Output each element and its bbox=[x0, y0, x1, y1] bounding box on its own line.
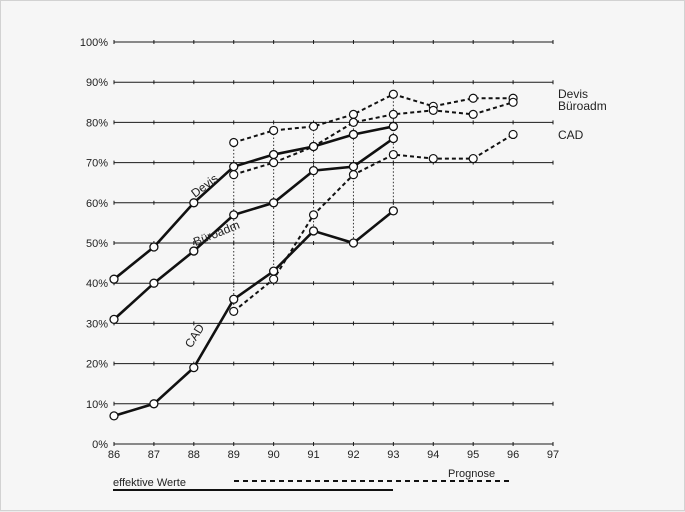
series-b-roadm-forecast-point bbox=[468, 109, 478, 119]
x-tick-label: 90 bbox=[268, 449, 280, 461]
series-devis-effective-point bbox=[149, 242, 159, 252]
y-tick-label: 20% bbox=[86, 359, 108, 371]
series-devis-forecast-point bbox=[388, 89, 398, 99]
series-b-roadm-forecast-point bbox=[508, 97, 518, 107]
series-b-roadm-effective-point bbox=[388, 133, 399, 144]
y-tick-label: 80% bbox=[86, 117, 108, 129]
series-cad-forecast-point bbox=[428, 153, 438, 164]
series-cad-effective-line bbox=[113, 209, 395, 418]
y-axis-ticks: 0% 10% 20% 30% 40% 50% 60% 70% 80% 90% 100% bbox=[80, 37, 108, 451]
series-devis-forecast-point bbox=[308, 121, 319, 132]
series-cad-forecast-point bbox=[348, 170, 359, 180]
series-b-roadm-effective-point bbox=[109, 314, 119, 325]
series-b-roadm-effective-point bbox=[308, 165, 319, 176]
series-b-roadm-effective-line bbox=[113, 137, 395, 321]
y-tick-label: 60% bbox=[86, 198, 108, 210]
series-cad-forecast-line bbox=[233, 133, 514, 313]
series-b-roadm-forecast-point bbox=[348, 117, 359, 128]
y-tick-label: 50% bbox=[86, 238, 108, 250]
y-tick-label: 100% bbox=[80, 37, 108, 49]
grid bbox=[113, 40, 554, 446]
series-devis-effective-line bbox=[113, 125, 394, 281]
series-devis-inline-label: Devis bbox=[188, 171, 220, 200]
series-devis-effective-point bbox=[109, 274, 119, 284]
series bbox=[109, 89, 518, 421]
legend-effective-label: effektive Werte bbox=[113, 477, 186, 489]
series-b-roadm-forecast-point bbox=[388, 109, 398, 119]
y-tick-label: 90% bbox=[86, 77, 108, 89]
legend: effektive Werte Prognose bbox=[113, 468, 513, 491]
series-devis-effective-point bbox=[388, 121, 399, 132]
series-cad-effective-point bbox=[189, 362, 199, 373]
series-b-roadm-forecast-point bbox=[308, 141, 319, 152]
x-tick-label: 92 bbox=[347, 449, 359, 461]
series-devis-forecast-point bbox=[468, 93, 478, 103]
series-b-roadm-forecast-line bbox=[233, 101, 514, 176]
y-tick-label: 10% bbox=[86, 399, 108, 411]
series-devis-effective-point bbox=[189, 198, 199, 208]
series-devis-forecast-point bbox=[348, 109, 359, 119]
y-tick-label: 40% bbox=[86, 278, 108, 290]
series-b-roadm-right-label: Büroadm bbox=[558, 99, 607, 113]
series-b-roadm-effective-point bbox=[149, 278, 159, 288]
x-tick-label: 95 bbox=[467, 449, 479, 461]
series-cad-effective-point bbox=[388, 206, 399, 216]
series-devis-effective-point bbox=[348, 129, 359, 140]
series-cad-effective-point bbox=[308, 226, 319, 236]
series-cad-forecast-point bbox=[229, 306, 239, 316]
series-b-roadm-effective-point bbox=[268, 198, 279, 208]
x-tick-label: 93 bbox=[387, 449, 399, 461]
series-cad-effective-point bbox=[348, 238, 359, 248]
series-cad-right-label: CAD bbox=[558, 128, 584, 142]
x-tick-label: 87 bbox=[148, 449, 160, 461]
series-devis-forecast-point bbox=[229, 137, 239, 148]
series-cad-effective-point bbox=[149, 399, 159, 409]
legend-forecast-label: Prognose bbox=[448, 468, 495, 480]
x-tick-label: 86 bbox=[108, 449, 120, 461]
series-b-roadm-effective-point bbox=[189, 246, 199, 256]
series-cad-forecast-point bbox=[308, 210, 319, 220]
x-axis-ticks: 86 87 88 89 90 91 92 93 94 95 96 97 bbox=[108, 449, 559, 461]
x-tick-label: 97 bbox=[547, 449, 559, 461]
series-devis-right-label: Devis bbox=[558, 87, 588, 101]
series-cad-forecast-point bbox=[269, 274, 279, 284]
y-tick-label: 30% bbox=[86, 318, 108, 330]
y-tick-label: 70% bbox=[86, 158, 108, 170]
x-tick-label: 96 bbox=[507, 449, 519, 461]
y-tick-label: 0% bbox=[92, 439, 108, 451]
series-cad-effective-point bbox=[268, 266, 279, 276]
x-tick-label: 89 bbox=[228, 449, 240, 461]
series-devis-effective-point bbox=[268, 149, 279, 160]
series-cad-effective-point bbox=[229, 294, 239, 304]
series-b-roadm-forecast-point bbox=[269, 158, 279, 168]
series-b-roadm-forecast-point bbox=[229, 170, 239, 180]
series-devis-effective-point bbox=[229, 161, 239, 172]
series-b-roadm-effective-point bbox=[348, 161, 359, 172]
series-b-roadm-forecast-point bbox=[428, 105, 438, 115]
x-tick-label: 88 bbox=[188, 449, 200, 461]
x-tick-label: 94 bbox=[427, 449, 439, 461]
series-cad-forecast-point bbox=[388, 149, 398, 160]
series-b-roadm-effective-point bbox=[229, 210, 239, 220]
series-cad-inline-label: CAD bbox=[182, 321, 207, 350]
series-cad-forecast-point bbox=[468, 153, 478, 164]
x-tick-label: 91 bbox=[307, 449, 319, 461]
series-cad-forecast-point bbox=[508, 129, 518, 140]
series-devis-forecast-point bbox=[269, 125, 279, 136]
series-cad-effective-point bbox=[109, 411, 119, 421]
